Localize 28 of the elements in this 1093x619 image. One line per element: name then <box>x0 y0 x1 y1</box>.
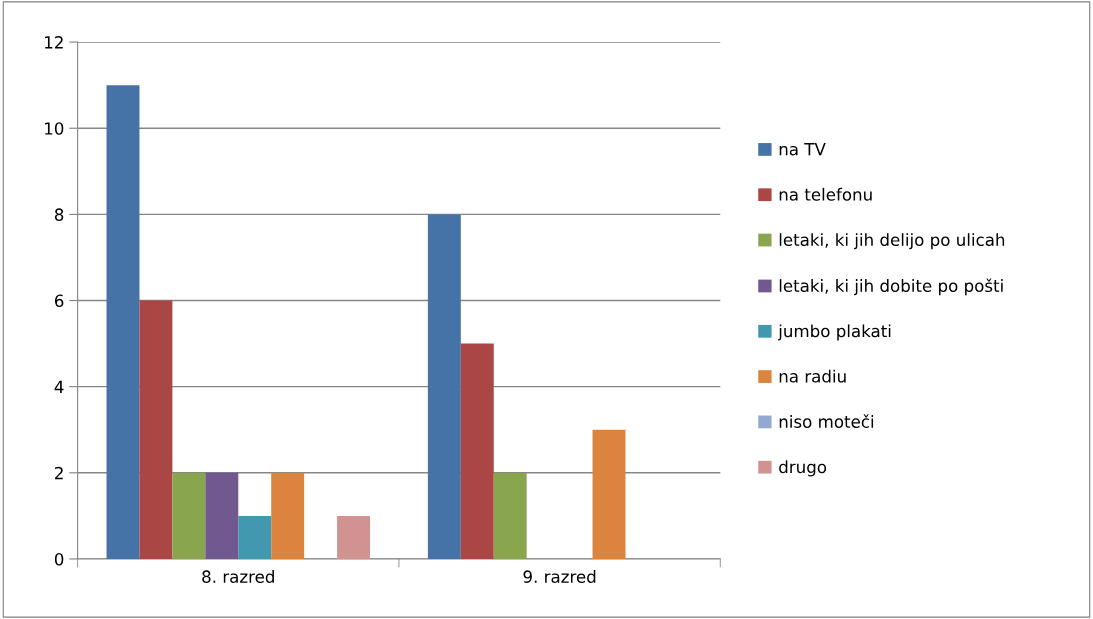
bar <box>106 85 140 559</box>
x-tick-label: 8. razred <box>202 570 274 583</box>
bar <box>592 429 626 559</box>
y-tick-label: 12 <box>45 36 63 49</box>
y-tick-label: 2 <box>55 466 63 480</box>
legend-label: na telefonu <box>779 187 872 201</box>
legend-label: drugo <box>779 460 827 477</box>
y-tick-label: 4 <box>54 380 64 393</box>
bar <box>271 472 305 559</box>
legend-label: letaki, ki jih delijo po ulicah <box>779 233 1005 250</box>
y-tick-label: 8 <box>54 208 64 221</box>
bar <box>337 515 371 559</box>
y-tick-label: 10 <box>45 122 64 135</box>
legend-label: niso moteči <box>779 414 874 428</box>
bar <box>172 472 206 559</box>
bar <box>427 214 461 559</box>
legend-label: na radiu <box>779 369 846 383</box>
bar <box>205 472 239 559</box>
bar <box>139 300 173 559</box>
legend-label: jumbo plakati <box>777 324 891 341</box>
bar <box>493 472 527 559</box>
legend-label: na TV <box>779 143 826 156</box>
legend-label: letaki, ki jih dobite po pošti <box>779 278 1003 296</box>
y-tick-label: 6 <box>54 294 64 308</box>
y-tick-label: 0 <box>54 552 64 566</box>
bar <box>238 515 272 559</box>
bar <box>460 343 494 559</box>
x-tick-label: 9. razred <box>523 570 596 583</box>
